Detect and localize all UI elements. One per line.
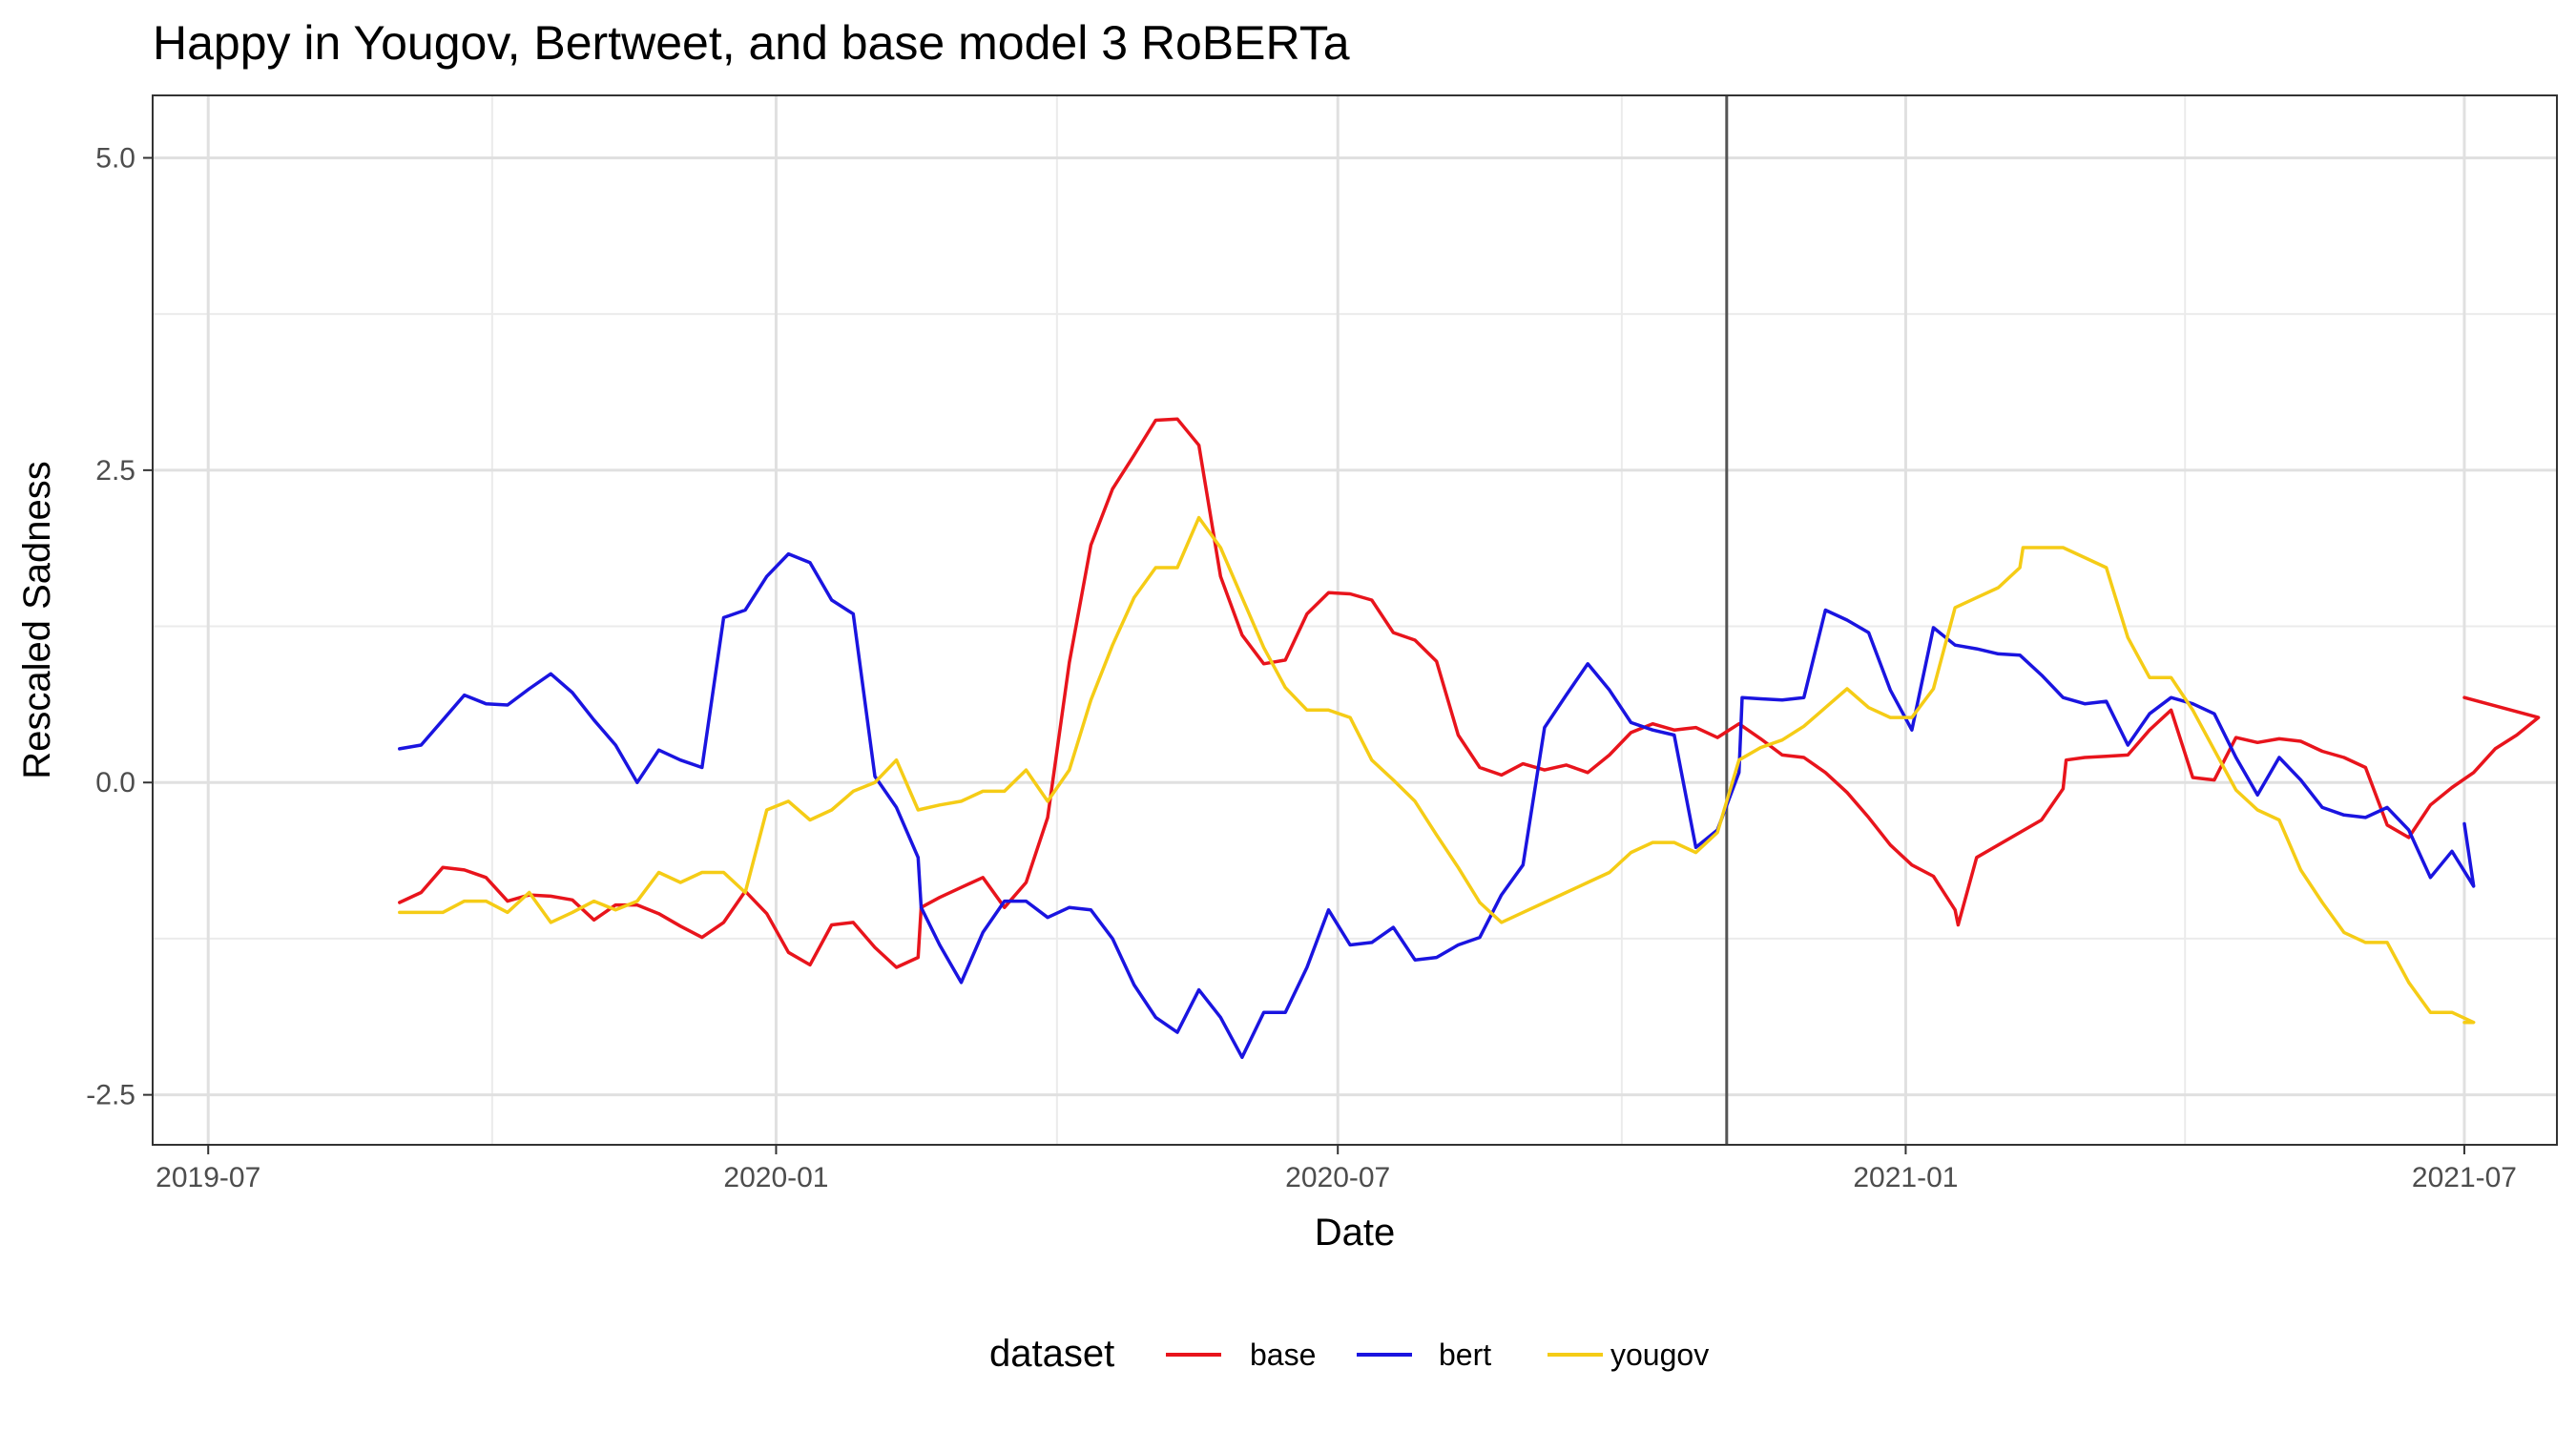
- panel: [152, 94, 2558, 1146]
- series-line-bert: [398, 551, 2476, 1060]
- legend-label-yougov: yougov: [1610, 1338, 1709, 1372]
- series-line-yougov: [398, 515, 2476, 1025]
- panel-border: [152, 94, 2558, 1146]
- x-tick-label: 2020-07: [1285, 1162, 1390, 1193]
- x-axis-title: Date: [1315, 1212, 1396, 1254]
- series-layer: [398, 417, 2541, 1060]
- y-axis: -2.5 0.0 2.5 5.0: [86, 142, 153, 1111]
- panel-background: [153, 95, 2557, 1145]
- legend-label-bert: bert: [1439, 1338, 1491, 1372]
- y-tick-label: -2.5: [86, 1080, 135, 1111]
- chart-title: Happy in Yougov, Bertweet, and base mode…: [153, 16, 1350, 70]
- y-axis-title: Rescaled Sadness: [16, 461, 58, 779]
- grid-major: [153, 95, 2557, 1145]
- y-tick-label: 5.0: [95, 142, 135, 174]
- y-tick-label: 2.5: [95, 455, 135, 487]
- legend: dataset base bert yougov: [989, 1333, 1709, 1375]
- grid-minor: [153, 95, 2557, 1145]
- x-tick-label: 2021-07: [2412, 1162, 2517, 1193]
- legend-label-base: base: [1250, 1338, 1316, 1372]
- series-line-base: [398, 417, 2541, 969]
- legend-title: dataset: [989, 1333, 1114, 1375]
- x-axis: 2019-07 2020-01 2020-07 2021-01 2021-07: [156, 1145, 2517, 1193]
- x-tick-label: 2020-01: [723, 1162, 828, 1193]
- y-tick-label: 0.0: [95, 767, 135, 798]
- x-tick-label: 2019-07: [156, 1162, 260, 1193]
- x-tick-label: 2021-01: [1853, 1162, 1958, 1193]
